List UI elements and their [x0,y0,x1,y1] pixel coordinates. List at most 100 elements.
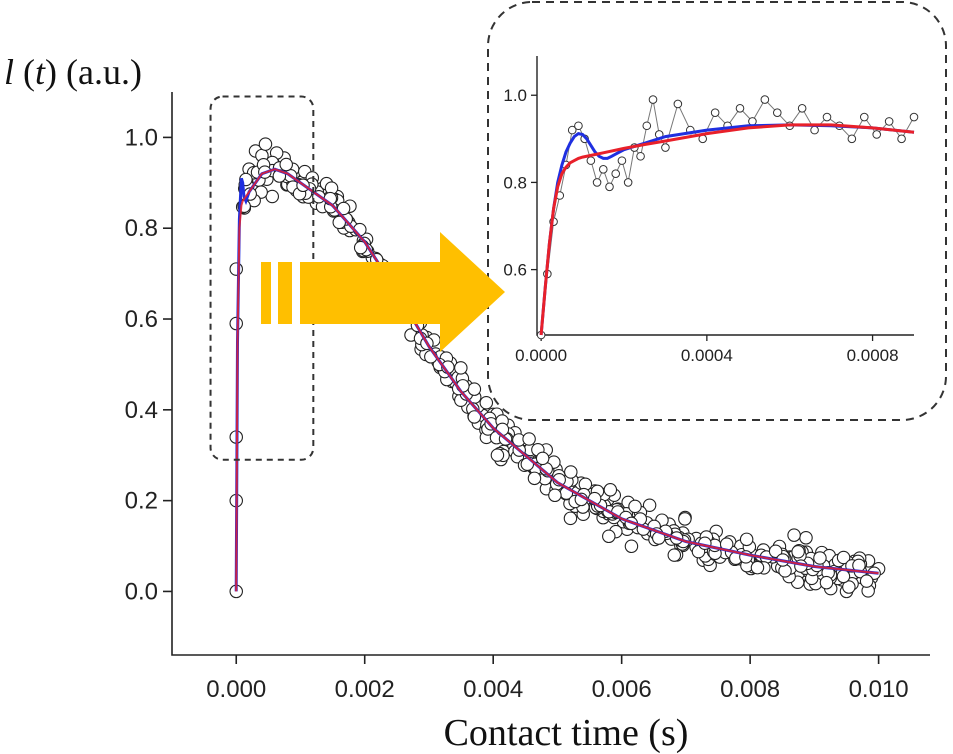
y-tick-label: 1.0 [125,124,158,151]
inset-data-point [642,121,652,131]
main-axes [171,92,930,656]
data-point [258,137,273,151]
data-point [628,499,642,514]
inset-data-point [617,156,627,165]
inset-data-point [797,104,807,113]
data-point [564,465,578,479]
data-point [842,580,856,594]
data-point [859,574,874,588]
inset-data-point [810,125,819,135]
data-point [479,395,494,410]
inset-data-point [661,143,670,152]
data-point [836,569,851,584]
inset-data-point [567,125,577,135]
inset-data-point [760,95,770,104]
inset-data-point [772,108,782,117]
inset-data-point [673,99,683,109]
data-point [813,551,827,565]
x-tick-label: 0.006 [592,676,652,703]
data-point [229,262,243,276]
data-point [836,550,851,565]
inset-data-point [884,117,894,126]
x-tick-label: 0.000 [206,676,266,703]
inset-data-point [611,169,621,179]
x-axis-title: Contact time (s) [444,712,689,754]
data-point [522,432,536,446]
inset-data-point [859,112,869,122]
y-axis-title: l (t) (a.u.) [4,52,142,92]
data-point [819,575,834,590]
data-point [603,483,618,497]
inset-data-point [847,134,857,144]
inset-x-tick-label: 0.0000 [515,346,567,365]
y-tick-label: 0.4 [125,397,158,424]
data-point [336,201,351,216]
x-tick-label: 0.008 [720,676,780,703]
inset-data-point [574,121,583,131]
data-point [624,539,639,554]
data-point [265,189,280,204]
data-point [535,451,550,466]
y-axis-unit: (a.u.) [66,52,142,92]
x-tick-label: 0.010 [849,676,909,703]
zoom-arrow [261,232,505,352]
y-tick-label: 0.2 [125,488,158,515]
data-point [467,382,482,396]
arrow-head [300,232,505,352]
inset-data-point [623,178,633,187]
inset-data-point [592,178,602,187]
arrow-bar [261,262,271,324]
inset-data-point [636,151,645,161]
inset-y-ticks: 0.6 0.8 1.0 [503,86,537,280]
y-tick-label: 0.8 [125,215,158,242]
data-point [548,488,562,503]
data-point [563,511,578,526]
main-y-ticks: 0.0 0.2 0.4 0.6 0.8 1.0 [125,124,172,605]
data-point [527,471,542,486]
data-point [768,544,783,559]
data-point [467,410,482,424]
data-point [799,531,813,545]
inset-data-point [909,112,919,122]
main-fit-lines [234,167,879,592]
data-point [787,528,801,542]
y-axis-var: l [4,52,14,92]
inset-red-fit-line [539,123,915,336]
arrow-bar [278,262,292,324]
inset-data-point [897,134,906,144]
inset-data-point [748,117,757,126]
inset-data-point [735,104,745,113]
inset-fit-lines [539,123,915,336]
inset-data-point [710,108,720,117]
inset-data-point [648,95,658,104]
inset-y-tick-label: 1.0 [503,86,527,105]
inset-x-ticks: 0.0000 0.0004 0.0008 [515,335,899,365]
data-point [739,532,754,547]
inset-data-point [822,112,832,122]
data-point [678,512,692,526]
inset-data-point [605,182,614,192]
data-point [279,157,293,172]
y-axis-open-paren: ( [23,52,35,92]
data-point [750,560,765,575]
data-point [778,564,792,578]
main-x-ticks: 0.000 0.002 0.004 0.006 0.008 0.010 [206,655,909,703]
y-tick-label: 0.0 [125,578,158,605]
data-point [642,498,657,513]
y-axis-arg: t [35,52,46,92]
data-point [490,448,505,462]
data-point [791,544,805,559]
inset-y-tick-label: 0.8 [503,173,527,192]
inset-plot: 0.0000 0.0004 0.0008 0.6 0.8 1.0 [487,1,947,421]
data-point [667,548,682,562]
data-point [602,529,616,544]
data-point [332,215,346,230]
inset-data-point [586,156,596,165]
inset-x-tick-label: 0.0008 [847,346,899,365]
inset-y-tick-label: 0.6 [503,261,527,280]
inset-data-point [872,130,882,139]
y-tick-label: 0.6 [125,306,158,333]
inset-background [487,1,947,421]
inset-data-point [598,165,608,174]
